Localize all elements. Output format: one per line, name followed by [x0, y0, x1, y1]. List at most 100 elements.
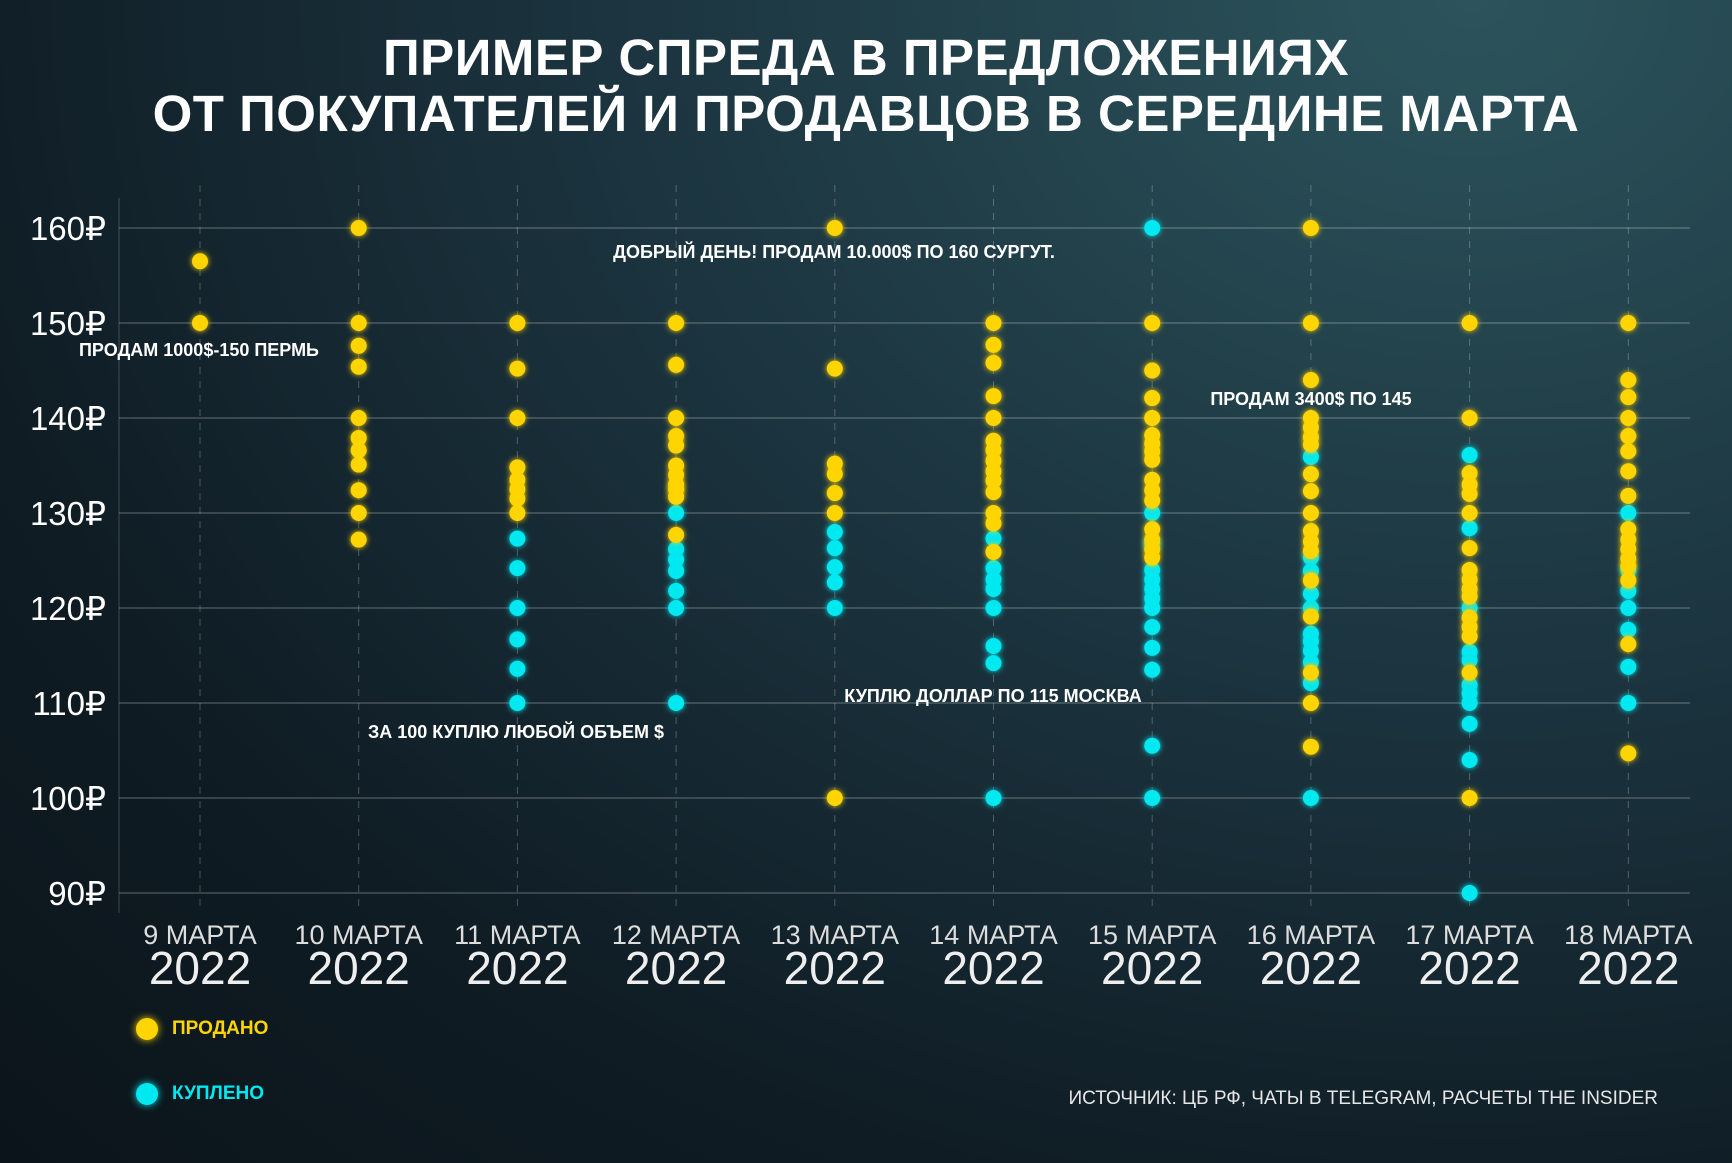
- sold-point: [350, 482, 367, 499]
- bought-point: [668, 582, 685, 599]
- x-tick-day: 18 МАРТА: [1564, 920, 1692, 950]
- legend-item-sold: ПРОДАНО: [136, 1018, 268, 1040]
- bought-point: [509, 660, 526, 677]
- sold-point: [1620, 745, 1637, 762]
- annotation-label: ПРОДАМ 3400$ ПО 145: [1210, 389, 1411, 409]
- y-tick-label: 100₽: [30, 780, 106, 817]
- y-tick-label: 150₽: [30, 305, 106, 342]
- sold-point: [350, 220, 367, 236]
- bought-point: [509, 600, 526, 616]
- sold-point: [509, 410, 526, 426]
- sold-point: [1461, 505, 1478, 521]
- x-tick-year: 2022: [466, 942, 568, 994]
- sold-point: [1302, 505, 1319, 521]
- sold-point: [668, 356, 685, 373]
- x-tick-year: 2022: [625, 942, 727, 994]
- bought-point: [1620, 505, 1637, 521]
- bought-dot-icon: [136, 1083, 158, 1105]
- sold-point: [1302, 372, 1319, 388]
- sold-point: [985, 410, 1002, 426]
- sold-point: [509, 459, 526, 476]
- sold-point: [826, 790, 843, 806]
- bought-point: [1302, 642, 1319, 659]
- sold-point: [985, 543, 1002, 560]
- sold-point: [1620, 372, 1637, 388]
- bought-point: [1144, 737, 1161, 754]
- bought-point: [1302, 790, 1319, 806]
- sold-point: [1144, 451, 1161, 468]
- sold-point: [668, 437, 685, 454]
- title-line-2: ОТ ПОКУПАТЕЛЕЙ И ПРОДАВЦОВ В СЕРЕДИНЕ МА…: [152, 85, 1580, 142]
- bought-point: [668, 551, 685, 568]
- x-tick-year: 2022: [784, 942, 886, 994]
- sold-point: [1302, 738, 1319, 755]
- sold-point: [1461, 486, 1478, 502]
- sold-point: [350, 358, 367, 375]
- sold-point: [1144, 315, 1161, 331]
- sold-point: [985, 388, 1002, 405]
- sold-point: [985, 472, 1002, 489]
- legend-item-bought: КУПЛЕНО: [136, 1083, 264, 1105]
- annotation-label: ДОБРЫЙ ДЕНЬ! ПРОДАМ 10.000$ ПО 160 СУРГУ…: [613, 241, 1055, 262]
- source-note: ИСТОЧНИК: ЦБ РФ, ЧАТЫ В TELEGRAM, РАСЧЕТ…: [1068, 1088, 1658, 1109]
- bought-point: [668, 600, 685, 616]
- sold-point: [350, 315, 367, 331]
- bought-point: [509, 631, 526, 648]
- bought-point: [1144, 505, 1161, 521]
- sold-point: [668, 315, 685, 331]
- x-tick-year: 2022: [308, 942, 410, 994]
- sold-point: [1461, 315, 1478, 331]
- bought-point: [1620, 695, 1637, 711]
- sold-point: [985, 315, 1002, 331]
- sold-point: [1461, 790, 1478, 806]
- sold-point: [668, 526, 685, 543]
- bought-point: [509, 695, 526, 711]
- sold-point: [1620, 558, 1637, 575]
- sold-point: [1461, 410, 1478, 426]
- sold-point: [1302, 483, 1319, 500]
- bought-point: [668, 505, 685, 521]
- x-tick-year: 2022: [942, 942, 1044, 994]
- sold-point: [1620, 315, 1637, 331]
- bought-point: [985, 560, 1002, 577]
- sold-point: [192, 253, 208, 270]
- bought-point: [1620, 658, 1637, 675]
- bought-point: [826, 540, 843, 557]
- x-tick-day: 9 МАРТА: [143, 920, 256, 950]
- bought-point: [1144, 790, 1161, 806]
- chart-title: ПРИМЕР СПРЕДА В ПРЕДЛОЖЕНИЯХ ОТ ПОКУПАТЕ…: [0, 30, 1732, 142]
- bought-point: [826, 524, 843, 540]
- bought-point: [668, 562, 685, 579]
- sold-point: [1302, 572, 1319, 589]
- bought-point: [1144, 619, 1161, 635]
- sold-point: [1302, 695, 1319, 711]
- x-tick-day: 15 МАРТА: [1088, 920, 1216, 950]
- annotation-label: ЗА 100 КУПЛЮ ЛЮБОЙ ОБЪЕМ $: [368, 721, 664, 742]
- sold-point: [985, 515, 1002, 532]
- bought-point: [1302, 585, 1319, 602]
- x-tick-day: 12 МАРТА: [612, 920, 740, 950]
- sold-point: [350, 410, 367, 426]
- bought-point: [1461, 652, 1478, 669]
- annotation-label: ПРОДАМ 1000$-150 ПЕРМЬ: [79, 340, 319, 360]
- sold-point: [1302, 220, 1319, 236]
- sold-point: [1620, 389, 1637, 406]
- sold-point: [1461, 664, 1478, 681]
- x-tick-day: 10 МАРТА: [294, 920, 422, 950]
- sold-point: [1620, 410, 1637, 426]
- sold-point: [1620, 636, 1637, 653]
- bought-point: [1144, 639, 1161, 656]
- bought-point: [1620, 600, 1637, 616]
- y-tick-label: 90₽: [48, 875, 106, 912]
- bought-point: [985, 655, 1002, 672]
- sold-point: [1620, 428, 1637, 445]
- bought-point: [1461, 752, 1478, 768]
- sold-point: [668, 410, 685, 426]
- bought-point: [985, 581, 1002, 597]
- sold-point: [1302, 466, 1319, 483]
- x-tick-year: 2022: [1260, 942, 1362, 994]
- sold-point: [1461, 465, 1478, 482]
- sold-point: [1302, 543, 1319, 559]
- bought-point: [985, 530, 1002, 547]
- sold-point: [509, 315, 526, 331]
